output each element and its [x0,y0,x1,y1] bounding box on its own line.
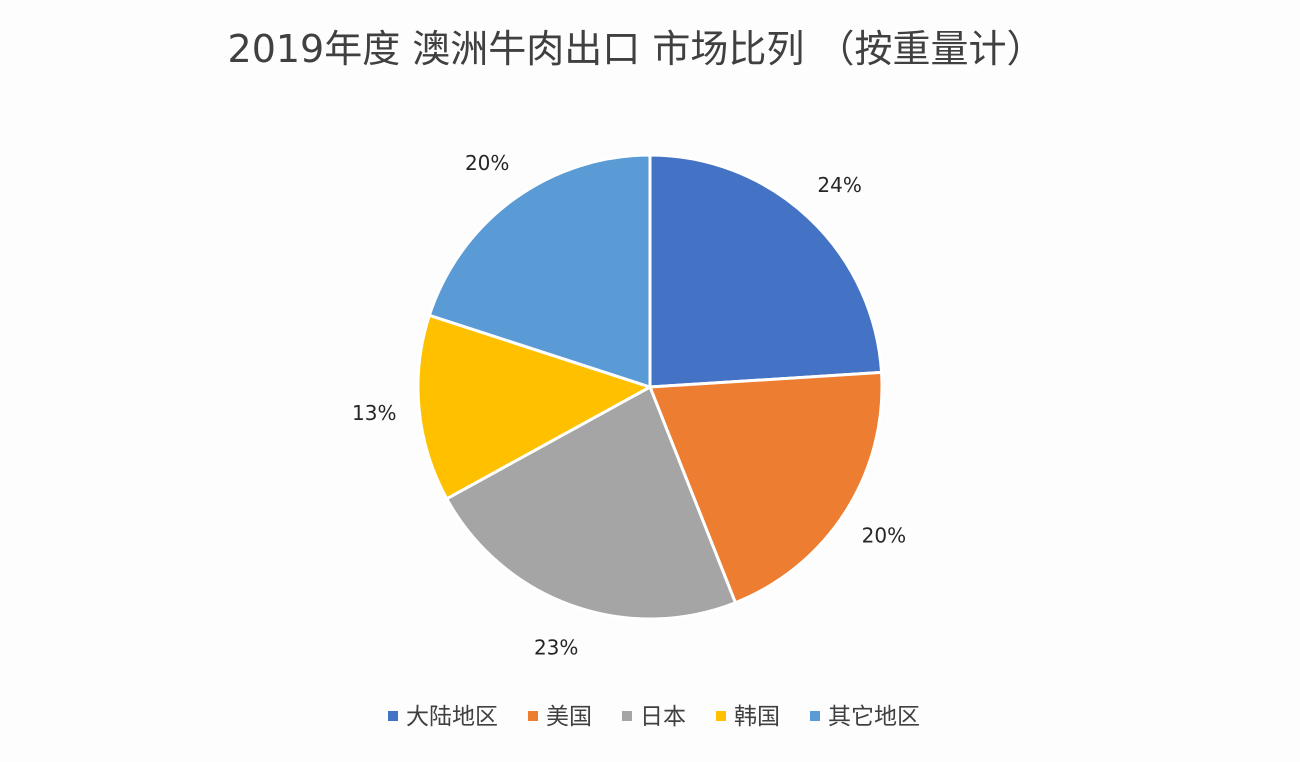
legend-label-japan: 日本 [640,704,686,730]
pie-slice-japan [444,384,738,621]
data-label-usa: 20% [862,523,906,547]
data-label-korea: 13% [352,401,396,425]
data-label-mainland: 24% [817,173,861,197]
pie-slices [416,153,884,621]
legend-marker-korea [716,711,726,721]
pie-slice-usa [647,370,884,605]
data-label-japan: 23% [534,636,578,660]
chart-title: 2019年度 澳洲牛肉出口 市场比列 （按重量计） [228,27,1045,71]
pie-slice-other [427,153,652,390]
legend-marker-japan [622,711,632,721]
legend-label-korea: 韩国 [734,704,780,730]
legend: 大陆地区 美国 日本 韩国 其它地区 [388,704,920,730]
pie-slice-mainland [648,153,884,389]
pie-slice-korea [416,313,654,501]
legend-marker-other [810,711,820,721]
data-labels: 24% 20% 23% 13% 20% [352,151,906,660]
legend-marker-usa [528,711,538,721]
legend-label-usa: 美国 [546,704,592,730]
data-label-other: 20% [465,151,509,175]
legend-label-other: 其它地区 [828,704,920,730]
legend-marker-mainland [388,711,398,721]
legend-label-mainland: 大陆地区 [406,704,498,730]
